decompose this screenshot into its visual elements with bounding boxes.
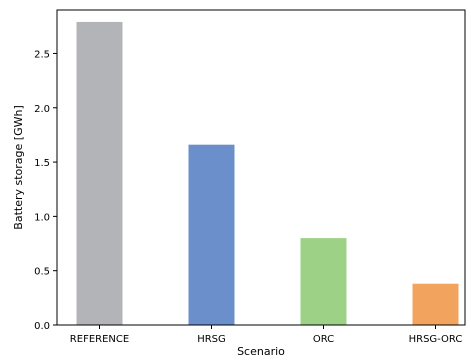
bar-hrsg — [188, 144, 235, 325]
y-tick-label: 1.0 — [34, 212, 50, 223]
plot-frame — [56, 9, 466, 326]
bar-orc — [300, 238, 347, 325]
y-tick-label: 1.5 — [34, 158, 50, 169]
x-tick-label-orc: ORC — [313, 334, 334, 345]
y-axis-label: Battery storage [GWh] — [12, 105, 25, 229]
y-tick-label: 2.5 — [34, 49, 50, 60]
y-tick-label: 0.0 — [34, 321, 50, 332]
x-axis-label: Scenario — [237, 345, 285, 358]
bars-layer — [76, 21, 459, 326]
x-tick-label-hrsg: HRSG — [197, 334, 226, 345]
x-tick-label-hrsg-orc: HRSG-ORC — [409, 334, 463, 345]
bar-reference — [76, 21, 123, 326]
y-tick-label: 2.0 — [34, 104, 50, 115]
axes-layer — [56, 9, 466, 326]
bar-hrsg-orc — [412, 283, 459, 325]
x-ticks: REFERENCE HRSG ORC HRSG-ORC — [70, 325, 463, 345]
y-tick-label: 0.5 — [34, 267, 50, 278]
x-tick-label-reference: REFERENCE — [70, 334, 129, 345]
y-ticks: 0.0 0.5 1.0 1.5 2.0 2.5 — [34, 49, 57, 332]
